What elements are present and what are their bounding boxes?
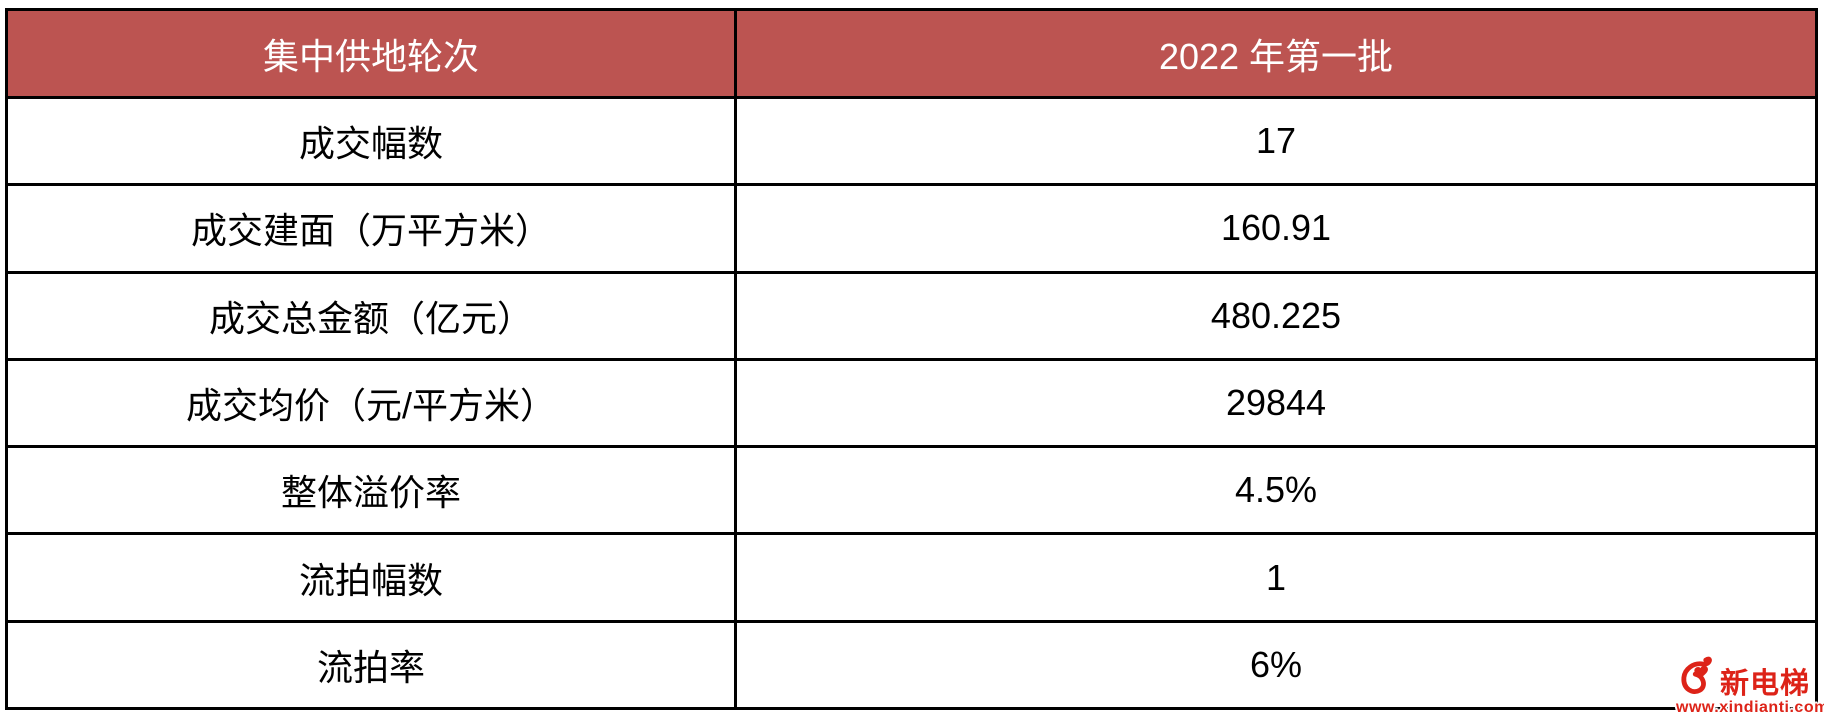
table-row: 流拍幅数 1 xyxy=(5,532,1818,623)
table-row: 成交总金额（亿元） 480.225 xyxy=(5,270,1818,361)
row-value-cell: 17 xyxy=(734,95,1818,187)
row-value-cell: 29844 xyxy=(734,357,1818,449)
row-value-cell: 1 xyxy=(734,532,1818,623)
table-header-row: 集中供地轮次 2022 年第一批 xyxy=(5,8,1818,99)
data-table: 集中供地轮次 2022 年第一批 成交幅数 17 成交建面（万平方米） 160.… xyxy=(5,8,1818,711)
table-row: 成交建面（万平方米） 160.91 xyxy=(5,183,1818,274)
table-row: 成交幅数 17 xyxy=(5,95,1818,187)
header-cell-batch: 2022 年第一批 xyxy=(734,8,1818,99)
row-label-cell: 成交建面（万平方米） xyxy=(5,183,737,274)
table-row: 流拍率 6% xyxy=(5,619,1818,711)
table-row: 整体溢价率 4.5% xyxy=(5,445,1818,536)
row-label-cell: 整体溢价率 xyxy=(5,445,737,536)
row-value-cell: 4.5% xyxy=(734,445,1818,536)
row-label-cell: 流拍率 xyxy=(5,619,737,711)
row-label-cell: 成交幅数 xyxy=(5,95,737,187)
row-value-cell: 160.91 xyxy=(734,183,1818,274)
table-row: 成交均价（元/平方米） 29844 xyxy=(5,357,1818,449)
land-supply-table: 集中供地轮次 2022 年第一批 成交幅数 17 成交建面（万平方米） 160.… xyxy=(5,8,1818,711)
header-cell-round: 集中供地轮次 xyxy=(5,8,737,99)
row-label-cell: 流拍幅数 xyxy=(5,532,737,623)
row-label-cell: 成交均价（元/平方米） xyxy=(5,357,737,449)
row-value-cell: 6% xyxy=(734,619,1818,711)
row-value-cell: 480.225 xyxy=(734,270,1818,361)
row-label-cell: 成交总金额（亿元） xyxy=(5,270,737,361)
